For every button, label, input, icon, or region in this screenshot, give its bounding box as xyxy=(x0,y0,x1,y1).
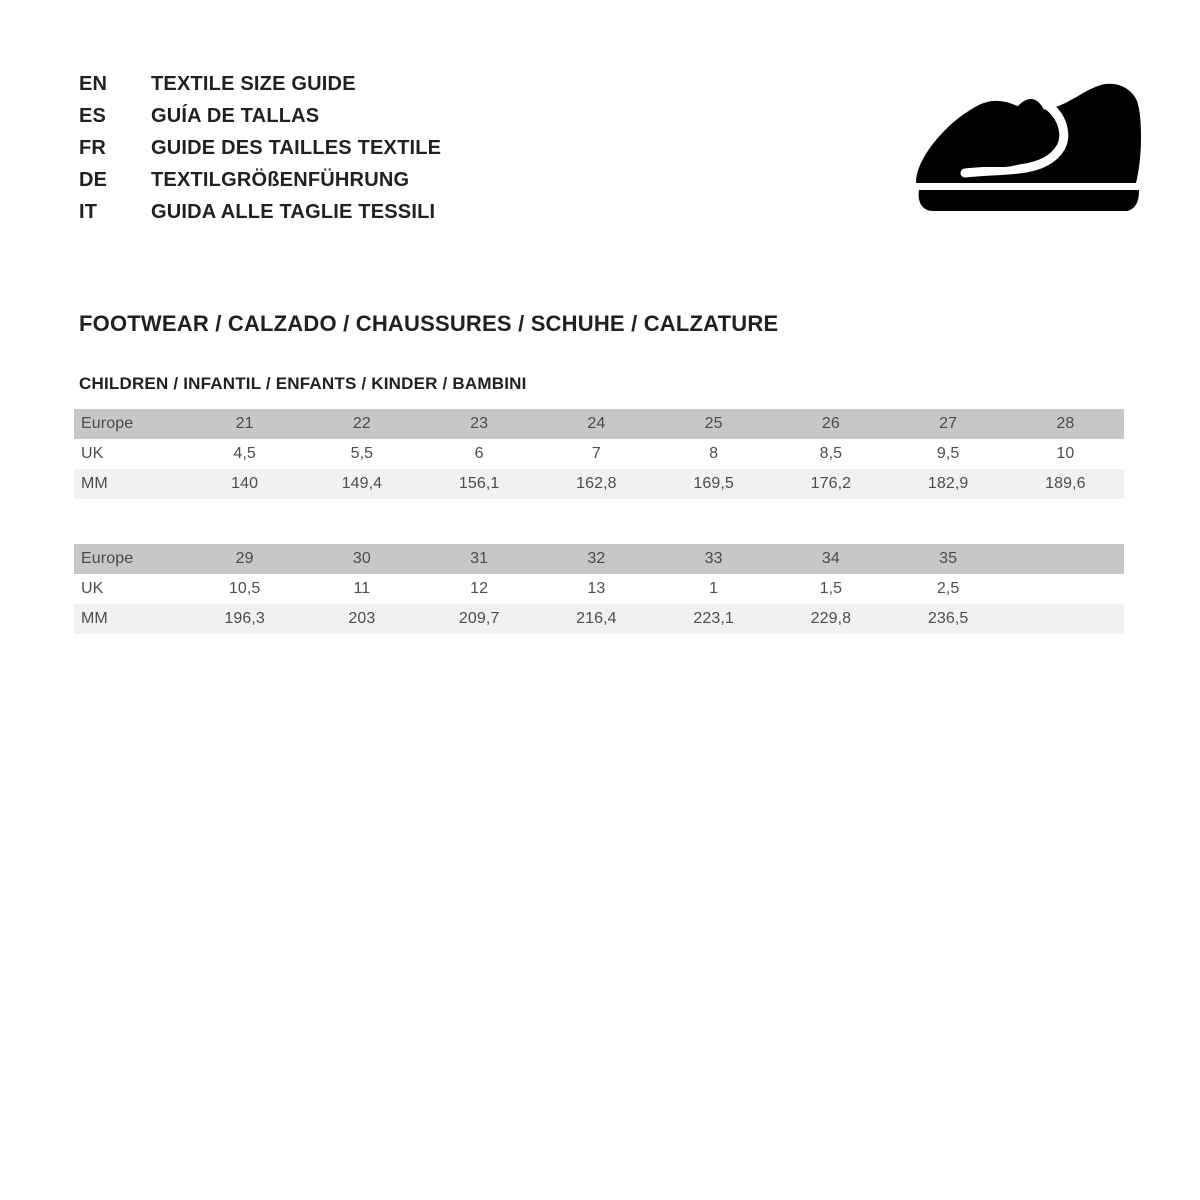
cell-mm-3: 216,4 xyxy=(537,604,655,634)
table-row-uk: UK 4,5 5,5 6 7 8 8,5 9,5 10 xyxy=(74,439,1124,469)
size-table-children-1: Europe 21 22 23 24 25 26 27 28 UK 4,5 5,… xyxy=(74,409,1124,499)
cell-uk-7 xyxy=(1006,574,1124,604)
cell-uk-3: 13 xyxy=(537,574,655,604)
row-label-mm: MM xyxy=(74,469,186,499)
cell-uk-5: 1,5 xyxy=(772,574,890,604)
cell-mm-7 xyxy=(1006,604,1124,634)
header-area: EN TEXTILE SIZE GUIDE ES GUÍA DE TALLAS … xyxy=(0,0,1200,280)
cell-europe-5: 26 xyxy=(772,409,890,439)
table-row-mm: MM 140 149,4 156,1 162,8 169,5 176,2 182… xyxy=(74,469,1124,499)
language-title-fr: GUIDE DES TAILLES TEXTILE xyxy=(151,137,442,159)
cell-mm-5: 176,2 xyxy=(772,469,890,499)
cell-europe-2: 31 xyxy=(420,544,538,574)
language-code-de: DE xyxy=(79,169,108,191)
language-row-en: EN TEXTILE SIZE GUIDE xyxy=(79,68,441,100)
cell-mm-0: 140 xyxy=(186,469,304,499)
cell-uk-2: 6 xyxy=(420,439,538,469)
language-title-de: TEXTILGRÖßENFÜHRUNG xyxy=(151,169,410,191)
cell-europe-7 xyxy=(1006,544,1124,574)
page-title: FOOTWEAR / CALZADO / CHAUSSURES / SCHUHE… xyxy=(79,311,779,336)
language-title-es: GUÍA DE TALLAS xyxy=(151,105,320,127)
cell-europe-4: 33 xyxy=(655,544,773,574)
cell-mm-4: 223,1 xyxy=(655,604,773,634)
cell-europe-1: 22 xyxy=(303,409,421,439)
cell-mm-4: 169,5 xyxy=(655,469,773,499)
cell-europe-5: 34 xyxy=(772,544,890,574)
language-row-it: IT GUIDA ALLE TAGLIE TESSILI xyxy=(79,196,441,228)
cell-uk-2: 12 xyxy=(420,574,538,604)
cell-europe-3: 24 xyxy=(537,409,655,439)
cell-uk-0: 4,5 xyxy=(186,439,304,469)
size-table-children-2: Europe 29 30 31 32 33 34 35 UK 10,5 11 1… xyxy=(74,544,1124,634)
language-row-es: ES GUÍA DE TALLAS xyxy=(79,100,441,132)
cell-europe-7: 28 xyxy=(1006,409,1124,439)
cell-europe-0: 21 xyxy=(186,409,304,439)
row-label-mm: MM xyxy=(74,604,186,634)
cell-mm-3: 162,8 xyxy=(537,469,655,499)
language-title-list: EN TEXTILE SIZE GUIDE ES GUÍA DE TALLAS … xyxy=(79,68,441,228)
cell-mm-2: 209,7 xyxy=(420,604,538,634)
cell-mm-6: 236,5 xyxy=(889,604,1007,634)
table-row-europe: Europe 21 22 23 24 25 26 27 28 xyxy=(74,409,1124,439)
language-code-fr: FR xyxy=(79,137,107,159)
row-label-europe: Europe xyxy=(74,409,186,439)
cell-europe-6: 35 xyxy=(889,544,1007,574)
cell-mm-5: 229,8 xyxy=(772,604,890,634)
language-code-it: IT xyxy=(79,201,98,223)
cell-uk-1: 5,5 xyxy=(303,439,421,469)
cell-europe-4: 25 xyxy=(655,409,773,439)
cell-uk-4: 1 xyxy=(655,574,773,604)
table-row-mm: MM 196,3 203 209,7 216,4 223,1 229,8 236… xyxy=(74,604,1124,634)
language-code-en: EN xyxy=(79,73,108,95)
cell-uk-0: 10,5 xyxy=(186,574,304,604)
cell-uk-5: 8,5 xyxy=(772,439,890,469)
cell-europe-1: 30 xyxy=(303,544,421,574)
cell-mm-1: 203 xyxy=(303,604,421,634)
cell-europe-6: 27 xyxy=(889,409,1007,439)
row-label-uk: UK xyxy=(74,574,186,604)
cell-mm-6: 182,9 xyxy=(889,469,1007,499)
cell-mm-7: 189,6 xyxy=(1006,469,1124,499)
row-label-uk: UK xyxy=(74,439,186,469)
cell-mm-1: 149,4 xyxy=(303,469,421,499)
language-row-de: DE TEXTILGRÖßENFÜHRUNG xyxy=(79,164,441,196)
cell-uk-4: 8 xyxy=(655,439,773,469)
language-code-es: ES xyxy=(79,105,107,127)
cell-uk-7: 10 xyxy=(1006,439,1124,469)
cell-uk-6: 9,5 xyxy=(889,439,1007,469)
row-label-europe: Europe xyxy=(74,544,186,574)
cell-europe-0: 29 xyxy=(186,544,304,574)
language-title-en: TEXTILE SIZE GUIDE xyxy=(151,73,356,95)
cell-uk-1: 11 xyxy=(303,574,421,604)
cell-uk-3: 7 xyxy=(537,439,655,469)
cell-europe-3: 32 xyxy=(537,544,655,574)
table-row-uk: UK 10,5 11 12 13 1 1,5 2,5 xyxy=(74,574,1124,604)
section-subtitle-children: CHILDREN / INFANTIL / ENFANTS / KINDER /… xyxy=(79,374,527,393)
language-title-it: GUIDA ALLE TAGLIE TESSILI xyxy=(151,201,436,223)
cell-mm-2: 156,1 xyxy=(420,469,538,499)
table-row-europe: Europe 29 30 31 32 33 34 35 xyxy=(74,544,1124,574)
language-row-fr: FR GUIDE DES TAILLES TEXTILE xyxy=(79,132,441,164)
cell-uk-6: 2,5 xyxy=(889,574,1007,604)
cell-europe-2: 23 xyxy=(420,409,538,439)
baby-shoe-icon xyxy=(905,75,1145,220)
cell-mm-0: 196,3 xyxy=(186,604,304,634)
